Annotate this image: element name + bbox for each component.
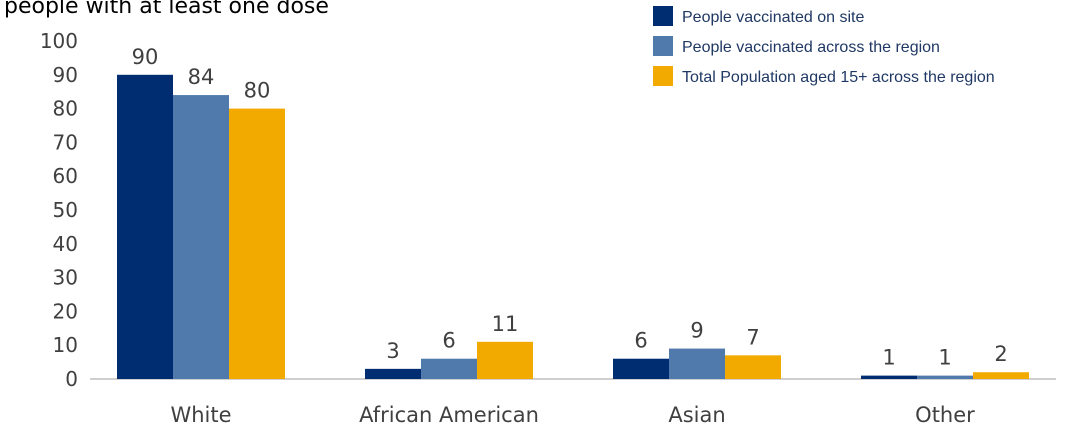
bar [861, 375, 917, 379]
y-tick-label: 0 [65, 367, 78, 391]
legend-label: People vaccinated on site [682, 9, 864, 26]
y-tick-label: 70 [53, 130, 78, 154]
category-label: African American [359, 403, 539, 427]
y-tick-label: 50 [53, 198, 78, 222]
legend-swatch [653, 36, 673, 56]
y-tick-label: 10 [53, 333, 78, 357]
legend-label: People vaccinated across the region [682, 39, 940, 56]
bar [229, 108, 285, 379]
legend-swatch [653, 6, 673, 26]
data-label: 11 [492, 312, 519, 336]
bar [173, 95, 229, 379]
y-tick-label: 100 [40, 29, 78, 53]
bar [973, 372, 1029, 379]
bar [917, 375, 973, 379]
data-label: 80 [244, 79, 271, 103]
chart-title: people with at least one dose [4, 0, 329, 19]
data-label: 7 [746, 325, 759, 349]
bar [477, 341, 533, 379]
y-tick-label: 90 [53, 63, 78, 87]
category-label: Other [915, 403, 975, 427]
data-label: 84 [188, 65, 215, 89]
y-tick-label: 40 [53, 232, 78, 256]
bar [421, 358, 477, 379]
data-label: 6 [634, 329, 647, 353]
y-tick-label: 30 [53, 266, 78, 290]
y-tick-label: 20 [53, 299, 78, 323]
legend-label: Total Population aged 15+ across the reg… [682, 69, 995, 86]
data-label: 3 [386, 339, 399, 363]
data-label: 2 [994, 342, 1007, 366]
bar [613, 358, 669, 379]
legend-swatch [653, 66, 673, 86]
y-tick-label: 60 [53, 164, 78, 188]
bar [669, 348, 725, 379]
data-label: 1 [938, 346, 951, 370]
bar [365, 368, 421, 379]
bar [117, 74, 173, 380]
data-label: 1 [882, 346, 895, 370]
category-label: White [170, 403, 231, 427]
y-tick-label: 80 [53, 97, 78, 121]
bar [725, 355, 781, 379]
data-label: 90 [132, 45, 159, 69]
category-label: Asian [668, 403, 725, 427]
data-label: 6 [442, 329, 455, 353]
data-label: 9 [690, 319, 703, 343]
